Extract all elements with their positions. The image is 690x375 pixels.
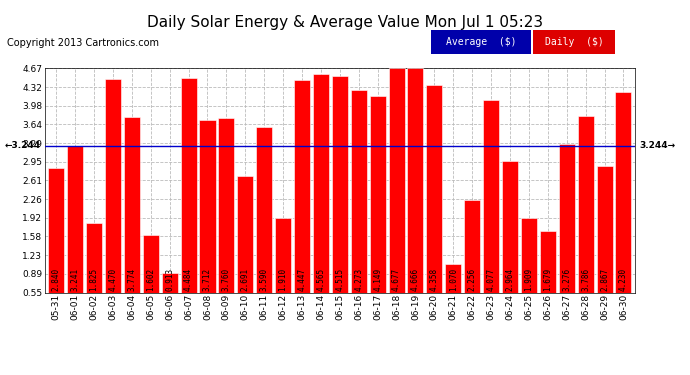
- Bar: [559, 144, 575, 322]
- Text: 4.230: 4.230: [619, 268, 628, 291]
- Text: Average  ($): Average ($): [446, 37, 517, 47]
- Text: 2.256: 2.256: [468, 268, 477, 291]
- Bar: [161, 273, 178, 322]
- Text: 1.602: 1.602: [146, 268, 155, 291]
- Text: 3.760: 3.760: [222, 268, 231, 291]
- Text: 4.565: 4.565: [317, 268, 326, 291]
- Bar: [351, 90, 367, 322]
- Bar: [332, 76, 348, 322]
- Text: Copyright 2013 Cartronics.com: Copyright 2013 Cartronics.com: [7, 38, 159, 48]
- Bar: [540, 231, 556, 322]
- Text: 4.358: 4.358: [430, 268, 439, 291]
- Bar: [105, 79, 121, 322]
- Bar: [143, 235, 159, 322]
- Bar: [615, 92, 631, 322]
- Text: 3.712: 3.712: [203, 268, 212, 291]
- Bar: [502, 161, 518, 322]
- Bar: [521, 219, 537, 322]
- Text: 3.244→: 3.244→: [639, 141, 675, 150]
- Text: 4.677: 4.677: [392, 268, 401, 291]
- Text: 0.913: 0.913: [165, 268, 174, 291]
- Bar: [199, 120, 215, 322]
- Text: ←3.244: ←3.244: [5, 141, 41, 150]
- Text: Daily Solar Energy & Average Value Mon Jul 1 05:23: Daily Solar Energy & Average Value Mon J…: [147, 15, 543, 30]
- Bar: [124, 117, 140, 322]
- Bar: [256, 127, 273, 322]
- Bar: [370, 96, 386, 322]
- Text: 1.070: 1.070: [448, 268, 457, 291]
- Bar: [218, 118, 235, 322]
- Text: 2.840: 2.840: [52, 268, 61, 291]
- Text: 1.679: 1.679: [543, 268, 552, 291]
- Text: 4.666: 4.666: [411, 268, 420, 291]
- Bar: [237, 176, 253, 322]
- Bar: [275, 218, 291, 322]
- Text: 2.691: 2.691: [241, 268, 250, 291]
- Text: 4.470: 4.470: [108, 268, 117, 291]
- Text: 1.909: 1.909: [524, 268, 533, 291]
- Bar: [445, 264, 462, 322]
- Bar: [86, 223, 102, 322]
- Text: 4.447: 4.447: [297, 268, 306, 291]
- Bar: [578, 116, 593, 322]
- Bar: [426, 85, 442, 322]
- Text: 4.515: 4.515: [335, 268, 344, 291]
- Text: 1.825: 1.825: [90, 268, 99, 291]
- Bar: [483, 100, 499, 322]
- Text: 3.241: 3.241: [70, 268, 79, 291]
- Text: 4.273: 4.273: [354, 268, 363, 291]
- Bar: [388, 68, 404, 322]
- Bar: [67, 146, 83, 322]
- Text: 3.276: 3.276: [562, 268, 571, 291]
- Bar: [313, 74, 329, 322]
- Text: 4.077: 4.077: [486, 268, 495, 291]
- Bar: [597, 166, 613, 322]
- Bar: [48, 168, 64, 322]
- Text: 1.910: 1.910: [279, 268, 288, 291]
- Text: Daily  ($): Daily ($): [544, 37, 604, 47]
- Bar: [294, 80, 310, 322]
- Text: 3.774: 3.774: [128, 268, 137, 291]
- Bar: [407, 68, 424, 322]
- Text: 3.786: 3.786: [581, 268, 590, 291]
- Bar: [181, 78, 197, 322]
- Text: 2.964: 2.964: [506, 268, 515, 291]
- Text: 4.484: 4.484: [184, 268, 193, 291]
- Text: 2.867: 2.867: [600, 268, 609, 291]
- Text: 3.590: 3.590: [259, 268, 268, 291]
- Text: 4.149: 4.149: [373, 268, 382, 291]
- Bar: [464, 200, 480, 322]
